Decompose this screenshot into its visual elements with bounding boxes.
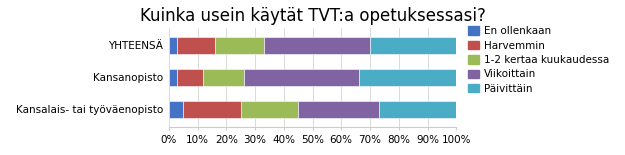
Bar [169,37,177,54]
Bar [183,101,241,118]
Bar [264,37,370,54]
Bar [359,69,456,86]
Bar [169,101,183,118]
Title: Kuinka usein käytät TVT:a opetuksessasi?: Kuinka usein käytät TVT:a opetuksessasi? [139,7,486,25]
Bar [370,37,456,54]
Bar [379,101,456,118]
Bar [241,101,298,118]
Bar [244,69,359,86]
Bar [298,101,379,118]
Bar [203,69,244,86]
Bar [177,37,215,54]
Bar [177,69,203,86]
Bar [215,37,264,54]
Bar [169,69,177,86]
Legend: En ollenkaan, Harvemmin, 1-2 kertaa kuukaudessa, Viikoittain, Päivittäin: En ollenkaan, Harvemmin, 1-2 kertaa kuuk… [468,25,610,95]
